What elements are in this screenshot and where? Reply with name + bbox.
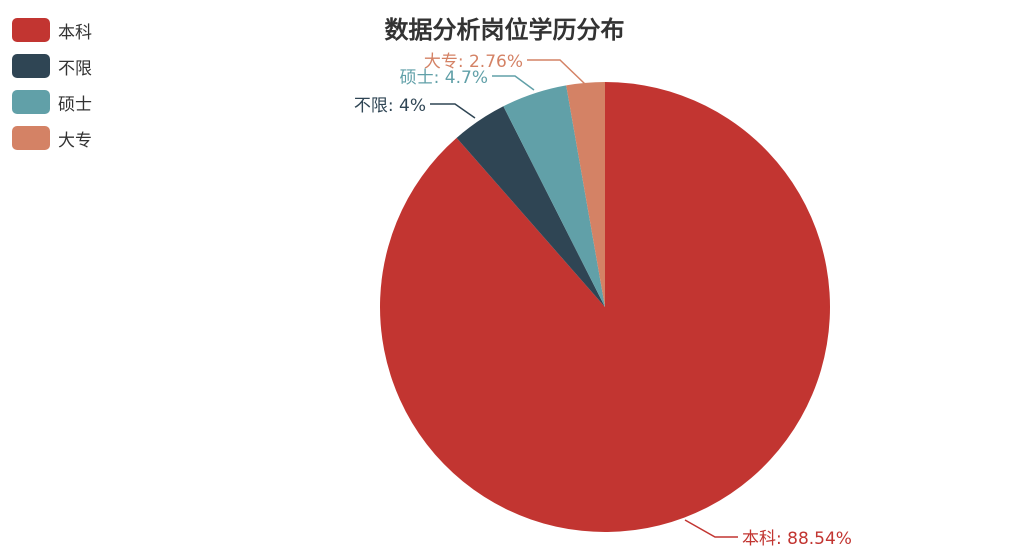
legend-label-dazhuan: 大专 [58, 130, 92, 151]
label-line-dazhuan [527, 59, 586, 85]
legend-swatch-dazhuan [12, 126, 50, 150]
legend: 本科 不限 硕士 大专 [12, 12, 92, 156]
legend-item-buxian[interactable]: 不限 [12, 48, 92, 84]
data-label-benke: 本科: 88.54% [742, 529, 852, 549]
pie-slice-buxian[interactable] [456, 106, 605, 307]
legend-label-buxian: 不限 [58, 58, 92, 79]
legend-label-benke: 本科 [58, 22, 92, 43]
data-label-buxian: 不限: 4% [354, 96, 426, 116]
legend-item-benke[interactable]: 本科 [12, 12, 92, 48]
legend-item-dazhuan[interactable]: 大专 [12, 120, 92, 156]
legend-label-shuoshi: 硕士 [58, 94, 92, 115]
label-line-buxian [430, 103, 476, 119]
label-line-benke [684, 519, 738, 538]
data-label-dazhuan: 大专: 2.76% [424, 52, 523, 72]
pie-slice-shuoshi[interactable] [503, 85, 605, 307]
data-label-shuoshi: 硕士: 4.7% [400, 68, 488, 88]
legend-item-shuoshi[interactable]: 硕士 [12, 84, 92, 120]
legend-swatch-benke [12, 18, 50, 42]
label-line-shuoshi [492, 75, 535, 91]
legend-swatch-buxian [12, 54, 50, 78]
pie-slice-dazhuan[interactable] [566, 82, 605, 307]
legend-swatch-shuoshi [12, 90, 50, 114]
